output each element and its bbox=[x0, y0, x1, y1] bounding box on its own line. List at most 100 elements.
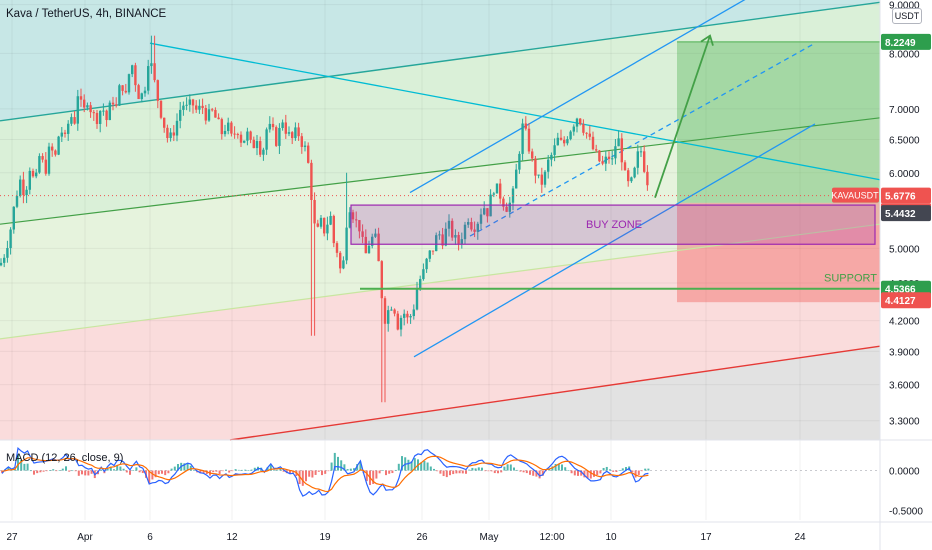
macd-histogram-bar bbox=[436, 470, 439, 472]
candle-body bbox=[185, 104, 188, 106]
candle-body bbox=[316, 223, 319, 227]
candle-body bbox=[553, 145, 556, 155]
candle-body bbox=[492, 193, 495, 195]
candle-body bbox=[204, 107, 207, 121]
drawing-lines[interactable] bbox=[0, 0, 881, 441]
macd-histogram-bar bbox=[317, 470, 320, 472]
macd-histogram-bar bbox=[301, 470, 304, 486]
macd-histogram-bar bbox=[634, 470, 637, 478]
macd-histogram-bar bbox=[477, 467, 480, 471]
candle-body bbox=[25, 189, 28, 196]
price-label-bg bbox=[881, 205, 931, 222]
candle-body bbox=[230, 122, 233, 134]
grid-lines bbox=[0, 0, 880, 520]
macd-histogram-bar bbox=[612, 470, 615, 472]
candle-body bbox=[287, 132, 291, 134]
macd-histogram-bar bbox=[81, 470, 83, 475]
candle-body bbox=[255, 141, 259, 149]
candle-body bbox=[476, 223, 479, 232]
candle-body bbox=[364, 236, 367, 254]
macd-histogram-bar bbox=[87, 470, 90, 476]
macd-histogram-bar bbox=[596, 470, 599, 476]
candle-body bbox=[348, 212, 351, 228]
macd-histogram-bar bbox=[484, 470, 487, 472]
macd-histogram-bar bbox=[221, 470, 224, 472]
candle-body bbox=[387, 310, 390, 324]
candle-body bbox=[451, 220, 454, 238]
candle-body bbox=[19, 179, 22, 197]
macd-histogram-bar bbox=[71, 470, 74, 472]
macd-histogram-bar bbox=[7, 467, 10, 471]
candle-body bbox=[278, 128, 281, 146]
macd-histogram-bar bbox=[276, 469, 279, 471]
candle-body bbox=[95, 112, 99, 124]
macd-histogram-bar bbox=[84, 470, 87, 476]
macd-histogram-bar bbox=[125, 470, 128, 473]
macd-histogram-bar bbox=[36, 470, 39, 474]
macd-histogram-bar bbox=[426, 462, 429, 471]
macd-histogram-bar bbox=[375, 470, 378, 479]
candle-body bbox=[252, 139, 255, 149]
y-tick-label: 5.0000 bbox=[889, 244, 920, 255]
macd-histogram-bar bbox=[468, 469, 471, 471]
candle-body bbox=[444, 228, 447, 246]
candle-body bbox=[118, 85, 121, 106]
candle-body bbox=[371, 236, 374, 246]
macd-histogram-bar bbox=[119, 466, 122, 471]
macd-histogram-bar bbox=[314, 470, 317, 475]
y-tick-label: 6.5000 bbox=[889, 136, 920, 147]
macd-histogram-bar bbox=[644, 468, 647, 471]
candle-body bbox=[607, 156, 611, 159]
candle-body bbox=[639, 151, 643, 153]
candle-body bbox=[467, 222, 470, 225]
candle-body bbox=[617, 138, 620, 147]
time-axis[interactable]: 27 Apr 6 12 19 26 May 12:00 10 17 24 bbox=[0, 521, 932, 543]
currency-unit-button[interactable]: USDT bbox=[892, 8, 922, 24]
candle-body bbox=[527, 128, 531, 152]
candle-body bbox=[198, 105, 201, 110]
macd-title: MACD (12, 26, close, 9) bbox=[6, 452, 124, 464]
price-label-current: 5.6776 bbox=[885, 192, 916, 203]
macd-histogram-bar bbox=[573, 470, 576, 476]
candle-body bbox=[569, 131, 572, 140]
macd-histogram-bar bbox=[327, 470, 330, 472]
price-label-stop: 4.4127 bbox=[885, 296, 916, 307]
x-tick-label: 6 bbox=[147, 532, 153, 543]
candle-body bbox=[367, 245, 371, 254]
candle-body bbox=[377, 233, 380, 262]
x-tick-label: May bbox=[480, 532, 499, 543]
macd-tick-label: -0.5000 bbox=[889, 506, 923, 517]
candle-body bbox=[473, 229, 476, 232]
candle-body bbox=[105, 110, 108, 121]
macd-histogram-bar bbox=[420, 462, 423, 471]
candle-body bbox=[383, 298, 387, 324]
candle-body bbox=[495, 183, 499, 194]
candle-body bbox=[566, 139, 569, 144]
candle-body bbox=[214, 109, 217, 118]
macd-line bbox=[1, 447, 649, 497]
macd-histogram-bar bbox=[356, 464, 359, 471]
macd-histogram-bar bbox=[541, 470, 544, 476]
candle-body bbox=[518, 153, 521, 170]
macd-histogram-bar bbox=[599, 470, 602, 474]
candle-body bbox=[380, 261, 383, 299]
macd-histogram-bar bbox=[458, 470, 461, 474]
candle-body bbox=[623, 162, 627, 171]
candle-body bbox=[588, 133, 591, 137]
macd-histogram-bar bbox=[429, 466, 432, 471]
macd-histogram-bar bbox=[461, 470, 464, 474]
loss-zone bbox=[677, 202, 880, 303]
macd-histogram-bar bbox=[538, 470, 541, 479]
candle-body bbox=[604, 156, 607, 164]
candle-body bbox=[601, 161, 604, 164]
candle-body bbox=[412, 309, 415, 317]
x-tick-label: 26 bbox=[416, 532, 428, 543]
candle-body bbox=[179, 109, 182, 121]
macd-histogram-bar bbox=[135, 467, 138, 471]
candle-body bbox=[563, 139, 566, 144]
macd-histogram-bar bbox=[218, 470, 221, 475]
candle-body bbox=[310, 162, 313, 200]
macd-histogram-bar bbox=[337, 456, 339, 471]
